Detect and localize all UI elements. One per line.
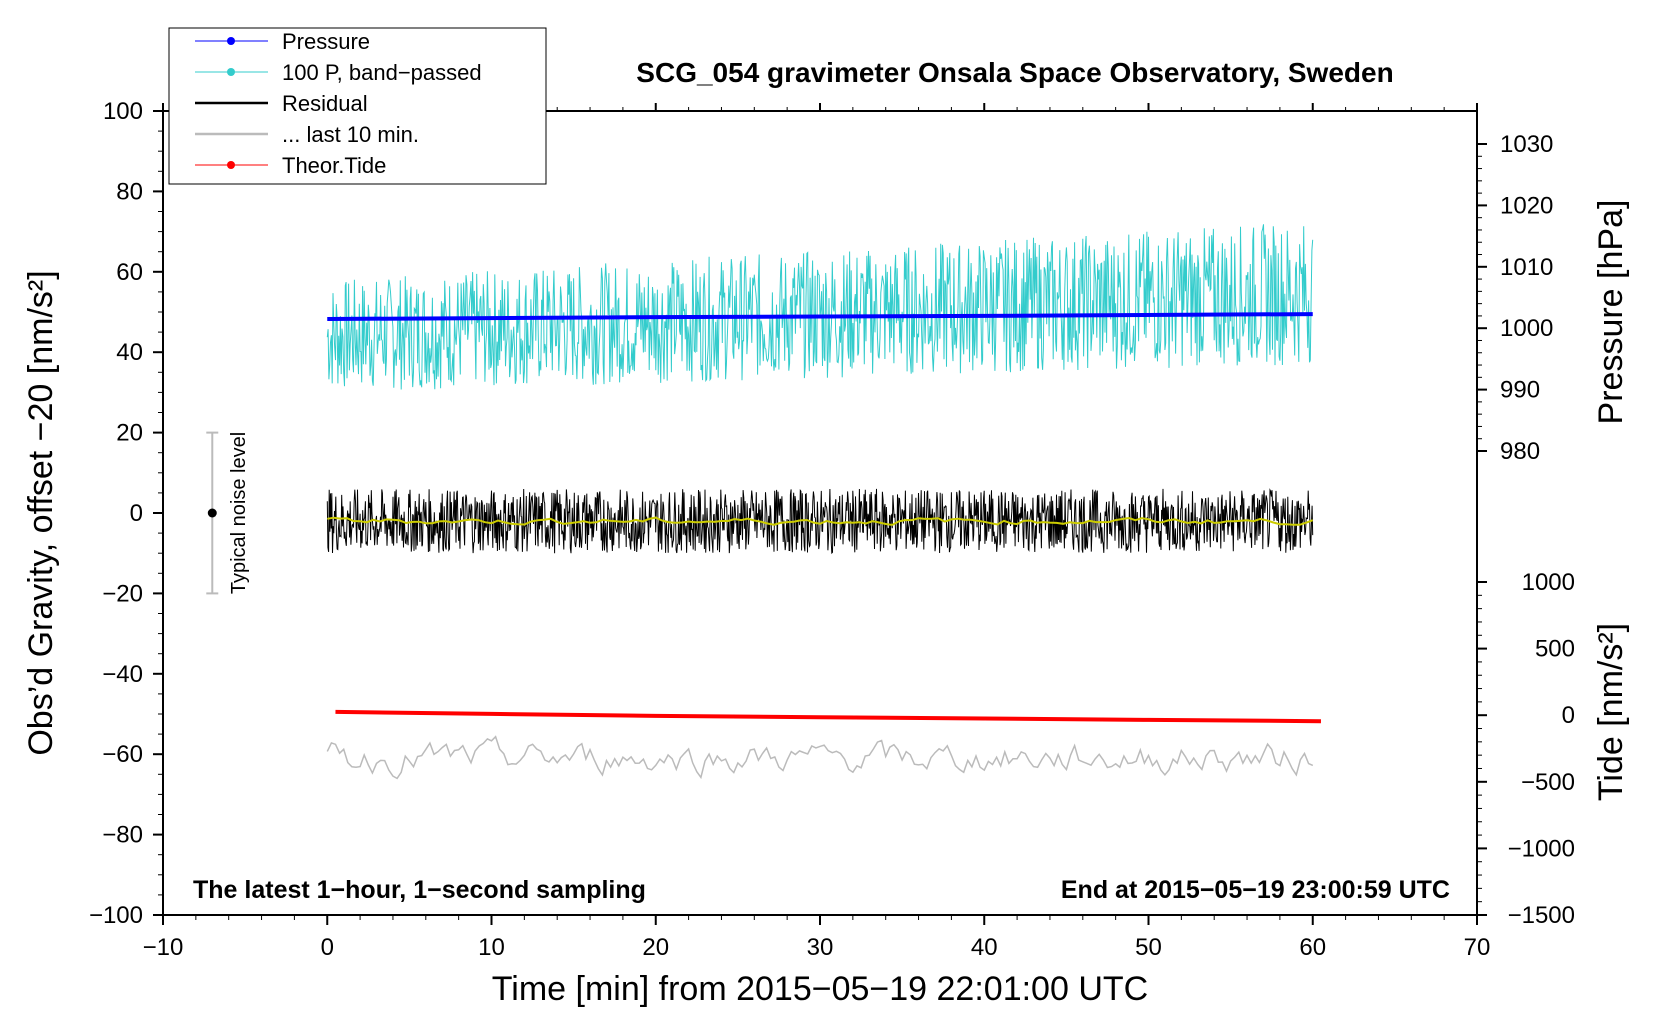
y-axis-title-left: Obs’d Gravity, offset −20 [nm/s²] bbox=[22, 270, 60, 755]
tide-tick-label: 1000 bbox=[1522, 569, 1575, 596]
axis-ticks: −10 0 10 20 30 40 50 60 70100806040200−20−40−60−… bbox=[89, 98, 1575, 961]
y-tick-label: −20 bbox=[102, 580, 143, 607]
residual-line bbox=[326, 488, 1314, 555]
noise-bar-center-dot bbox=[207, 508, 217, 518]
legend-label: 100 P, band−passed bbox=[282, 60, 482, 85]
y-tick-label: −80 bbox=[102, 822, 143, 849]
tide-tick-label: −1500 bbox=[1508, 902, 1575, 929]
plot-frame bbox=[162, 110, 1478, 916]
y-tick-label: −60 bbox=[102, 741, 143, 768]
y-axis-title-tide: Tide [nm/s²] bbox=[1592, 623, 1630, 801]
x-tick-label: 10 bbox=[478, 934, 505, 961]
annotation-sampling: The latest 1−hour, 1−second sampling bbox=[193, 876, 646, 904]
y-tick-label: −40 bbox=[102, 661, 143, 688]
tide-tick-label: 500 bbox=[1535, 636, 1575, 663]
pressure-tick-label: 1020 bbox=[1500, 192, 1553, 219]
tide-tick-label: −1000 bbox=[1508, 835, 1575, 862]
pressure-tick-label: 1010 bbox=[1500, 254, 1553, 281]
y-tick-label: 60 bbox=[116, 259, 143, 286]
y-axis-title-pressure: Pressure [hPa] bbox=[1592, 200, 1630, 425]
tide-tick-label: 0 bbox=[1562, 702, 1575, 729]
x-tick-label: 70 bbox=[1464, 934, 1491, 961]
x-tick-label: 40 bbox=[971, 934, 998, 961]
x-tick-label: 30 bbox=[807, 934, 834, 961]
last-10-min-line bbox=[326, 735, 1314, 780]
noise-level-indicator bbox=[206, 431, 219, 595]
legend-label: ... last 10 min. bbox=[282, 122, 419, 147]
x-tick-label: 60 bbox=[1299, 934, 1326, 961]
y-tick-label: 20 bbox=[116, 420, 143, 447]
pressure-tick-label: 1000 bbox=[1500, 315, 1553, 342]
x-tick-label: 0 bbox=[321, 934, 334, 961]
y-tick-label: 0 bbox=[130, 500, 143, 527]
noise-level-label: Typical noise level bbox=[228, 432, 250, 594]
pressure-tick-label: 980 bbox=[1500, 438, 1540, 465]
band-passed-pressure-line bbox=[326, 224, 1314, 390]
annotation-end-time: End at 2015−05−19 23:00:59 UTC bbox=[1061, 876, 1450, 904]
y-tick-label: 80 bbox=[116, 178, 143, 205]
legend-swatch-marker bbox=[227, 37, 235, 45]
y-tick-label: 100 bbox=[103, 98, 143, 125]
pressure-tick-label: 990 bbox=[1500, 377, 1540, 404]
chart-title: SCG_054 gravimeter Onsala Space Observat… bbox=[636, 57, 1393, 88]
theoretical-tide-line bbox=[335, 709, 1321, 724]
legend-label: Pressure bbox=[282, 29, 370, 54]
x-tick-label: 50 bbox=[1135, 934, 1162, 961]
legend: Pressure 100 P, band−passed Residual ... la… bbox=[168, 27, 547, 185]
x-axis-title: Time [min] from 2015−05−19 22:01:00 UTC bbox=[492, 970, 1148, 1008]
pressure-tick-label: 1030 bbox=[1500, 131, 1553, 158]
y-tick-label: −100 bbox=[89, 902, 143, 929]
pressure-line bbox=[327, 312, 1313, 321]
legend-swatch-marker bbox=[227, 68, 235, 76]
x-tick-label: −10 bbox=[143, 934, 184, 961]
tide-tick-label: −500 bbox=[1521, 769, 1575, 796]
legend-swatch-marker bbox=[227, 161, 235, 169]
x-tick-label: 20 bbox=[642, 934, 669, 961]
legend-label: Theor.Tide bbox=[282, 153, 386, 178]
data-series bbox=[326, 224, 1321, 780]
residual-smoothed-line bbox=[327, 516, 1314, 526]
legend-box bbox=[168, 27, 547, 185]
legend-label: Residual bbox=[282, 91, 368, 116]
y-tick-label: 40 bbox=[116, 339, 143, 366]
